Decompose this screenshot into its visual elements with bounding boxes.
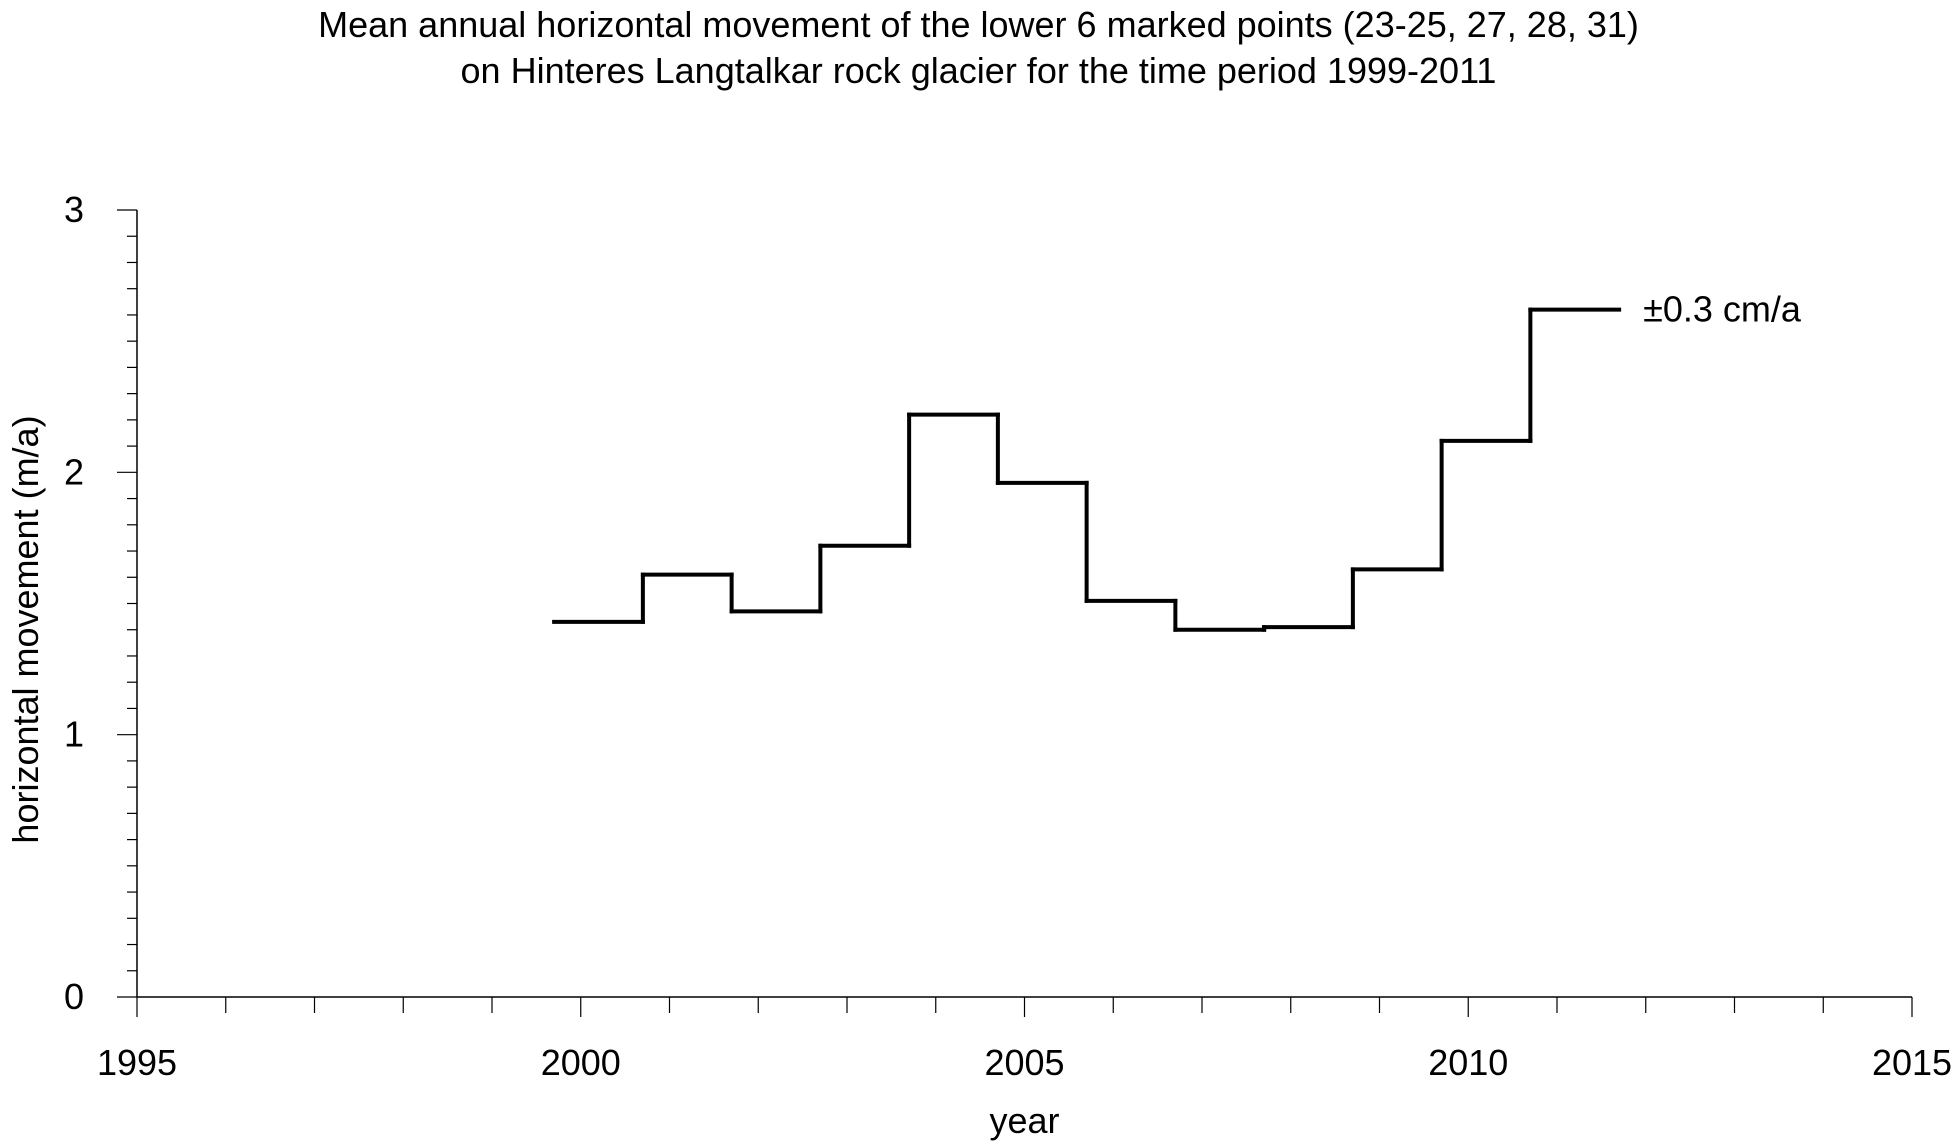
y-tick-label: 0 bbox=[64, 976, 84, 1017]
y-tick-label: 2 bbox=[64, 451, 84, 492]
x-tick-label: 2005 bbox=[984, 1042, 1064, 1083]
chart-series bbox=[552, 307, 1622, 632]
x-tick-label: 2000 bbox=[541, 1042, 621, 1083]
y-tick-label: 3 bbox=[64, 189, 84, 230]
chart-subtitle: on Hinteres Langtalkar rock glacier for … bbox=[460, 50, 1497, 91]
y-tick-label: 1 bbox=[64, 714, 84, 755]
chart-title: Mean annual horizontal movement of the l… bbox=[0, 2, 1957, 94]
x-tick-label: 2015 bbox=[1872, 1042, 1952, 1083]
chart-axes bbox=[117, 209, 1913, 1017]
x-axis-title: year bbox=[989, 1100, 1059, 1141]
error-annotation: ±0.3 cm/a bbox=[1643, 289, 1802, 330]
chart-labels: 0 1 2 3 1995 2000 2005 2010 2015 year horizontal m… bbox=[5, 189, 1952, 1141]
chart-title-line-1: Mean annual horizontal movement of the l… bbox=[318, 4, 1639, 45]
x-tick-label: 2010 bbox=[1428, 1042, 1508, 1083]
y-axis-title: horizontal movement (m/a) bbox=[5, 415, 46, 843]
x-tick-label: 1995 bbox=[97, 1042, 177, 1083]
